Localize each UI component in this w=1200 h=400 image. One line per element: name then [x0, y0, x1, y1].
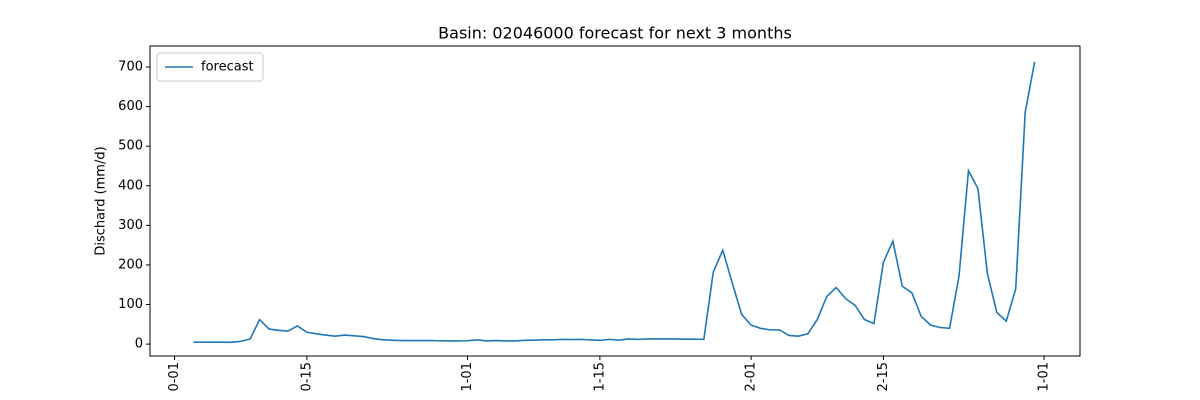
x-tick-label: 1-01 [460, 362, 475, 392]
y-tick-label: 200 [118, 257, 143, 272]
y-tick-label: 300 [118, 218, 143, 233]
y-tick-label: 700 [118, 59, 143, 74]
x-tick-label: 0-01 [167, 362, 182, 392]
x-tick-label: 2-01 [744, 362, 759, 392]
x-tick-label: 2-15 [876, 362, 891, 392]
y-axis-label: Dischard (mm/d) [94, 146, 109, 255]
legend-label: forecast [201, 60, 254, 75]
y-tick-label: 500 [118, 139, 143, 154]
line-series [193, 61, 1036, 344]
y-tick-label: 600 [118, 99, 143, 114]
legend-box [156, 52, 264, 82]
x-tick-label: 1-01 [1037, 362, 1052, 392]
y-tick-label: 400 [118, 178, 143, 193]
y-tick-label: 100 [118, 297, 143, 312]
x-tick-label: 0-15 [299, 362, 314, 392]
chart-title: Basin: 02046000 forecast for next 3 mont… [438, 24, 792, 43]
plot-area [149, 45, 1081, 357]
x-tick-label: 1-15 [592, 362, 607, 392]
y-tick-label: 0 [135, 337, 143, 352]
